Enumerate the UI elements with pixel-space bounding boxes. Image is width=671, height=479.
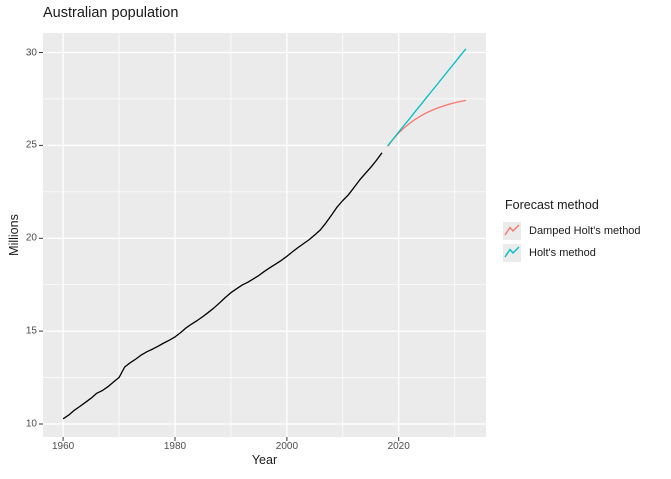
y-tick-label: 10 [25, 418, 37, 430]
y-tick-label: 30 [25, 47, 37, 58]
legend-label-damped-holt: Damped Holt's method [529, 225, 641, 237]
legend-title: Forecast method [505, 198, 599, 212]
y-axis-title: Millions [7, 214, 21, 256]
legend-item-damped-holt: Damped Holt's method [503, 222, 641, 240]
chart-title: Australian population [43, 5, 179, 21]
damped-holt-line-key-icon [503, 222, 521, 240]
x-tick-label: 1960 [51, 441, 75, 452]
legend-label-holt: Holt's method [529, 247, 596, 259]
y-tick-label: 20 [25, 232, 37, 244]
y-tick-label: 15 [25, 325, 37, 337]
x-tick-label: 1980 [163, 441, 187, 452]
legend: Forecast method Damped Holt's method Hol… [503, 198, 641, 266]
x-axis-title: Year [251, 453, 278, 467]
y-tick-label: 25 [25, 139, 37, 151]
x-tick-label: 2020 [387, 441, 410, 452]
legend-item-holt: Holt's method [503, 244, 641, 262]
x-tick-label: 2000 [275, 441, 299, 452]
holt-line-key-icon [503, 244, 521, 262]
